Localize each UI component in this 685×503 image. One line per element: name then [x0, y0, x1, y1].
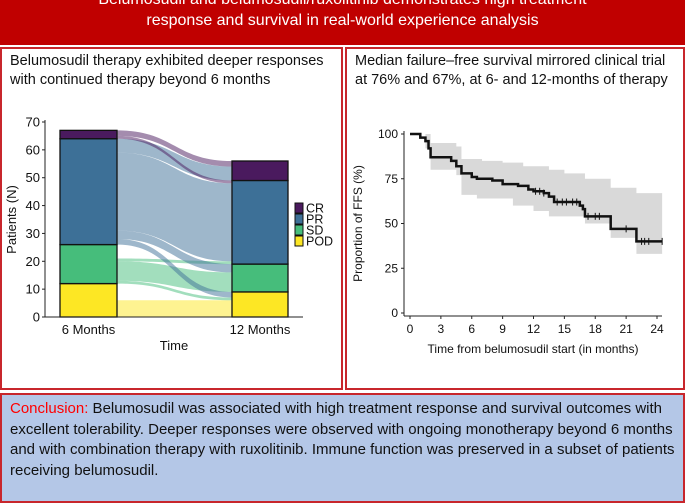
legend-label-sd: SD	[306, 224, 323, 238]
x-tick-label: 6	[468, 322, 475, 336]
banner-title-line1: Belumosudil and belumosudil/ruxolitinib …	[0, 0, 685, 10]
banner-title-line2: response and survival in real-world expe…	[146, 12, 539, 29]
flow-cr-to-pr	[117, 135, 232, 184]
legend-swatch-sd	[294, 224, 304, 236]
survival-chart: 0 25 50 75 100 0 3 6 9 12 15 18 21 24 Time from belumo…	[351, 127, 664, 356]
y-tick-label: 50	[385, 217, 399, 231]
conclusion-box: Conclusion: Belumosudil was associated w…	[0, 393, 685, 503]
bar-pod-12m	[231, 291, 289, 318]
bar-cr-6m	[59, 129, 118, 140]
flow-pod-to-pod	[117, 300, 232, 317]
flow-cr-to-cr	[117, 130, 232, 167]
survival-panel-title: Median failure–free survival mirrored cl…	[355, 53, 668, 88]
y-axis-label: Patients (N)	[4, 185, 19, 254]
x-axis-label: Time from belumosudil start (in months)	[428, 342, 639, 356]
bar-pr-6m	[59, 138, 118, 246]
bar-sd-6m	[59, 243, 118, 285]
flow-sd-to-pod	[117, 280, 232, 301]
x-tick-label: 12	[527, 322, 541, 336]
y-tick-label: 40	[26, 198, 40, 213]
y-tick-label: 0	[33, 310, 40, 325]
survival-curve	[410, 132, 663, 243]
conclusion-text: Belumosudil was associated with high tre…	[10, 400, 675, 479]
legend-swatch-cr	[294, 202, 304, 214]
x-tick-label: 12 Months	[230, 322, 291, 337]
confidence-band	[410, 134, 663, 271]
x-axis-label: Time	[160, 338, 188, 353]
legend-swatch-pr	[294, 213, 304, 225]
x-tick-label: 21	[619, 322, 633, 336]
y-axis-label: Proportion of FFS (%)	[351, 165, 365, 282]
x-tick-label: 6 Months	[62, 322, 116, 337]
y-tick-label: 20	[26, 254, 40, 269]
response-panel-title: Belumosudil therapy exhibited deeper res…	[10, 53, 324, 88]
alluvial-chart: 0 10 20 30 40 50 60 70 6 Months 12 Months Time Pati…	[4, 115, 333, 354]
flow-pr-to-pr	[117, 152, 232, 262]
bar-pr-12m	[231, 179, 289, 265]
x-tick-label: 15	[558, 322, 572, 336]
y-tick-label: 50	[26, 170, 40, 185]
y-tick-label: 70	[26, 115, 40, 130]
flow-pr-to-sd	[117, 230, 232, 273]
legend-label-pr: PR	[306, 213, 323, 227]
x-tick-label: 0	[407, 322, 414, 336]
legend-swatch-pod	[294, 235, 304, 247]
x-tick-label: 9	[499, 322, 506, 336]
conclusion-label: Conclusion:	[10, 400, 89, 417]
y-tick-label: 0	[391, 306, 398, 320]
y-tick-label: 100	[378, 127, 398, 141]
legend-label-pod: POD	[306, 235, 333, 249]
flow-pr-to-pod	[117, 239, 232, 298]
y-tick-label: 75	[385, 172, 399, 186]
y-tick-label: 30	[26, 226, 40, 241]
x-tick-label: 18	[589, 322, 603, 336]
x-tick-label: 24	[650, 322, 664, 336]
legend-label-cr: CR	[306, 202, 324, 216]
bar-pod-6m	[59, 282, 118, 318]
bar-cr-12m	[231, 160, 289, 182]
flow-sd-to-sd	[117, 261, 232, 292]
y-tick-label: 10	[26, 282, 40, 297]
y-tick-label: 60	[26, 142, 40, 157]
bar-sd-12m	[231, 263, 289, 293]
y-tick-label: 25	[385, 261, 399, 275]
x-tick-label: 3	[438, 322, 445, 336]
title-banner: Belumosudil and belumosudil/ruxolitinib …	[0, 0, 685, 45]
